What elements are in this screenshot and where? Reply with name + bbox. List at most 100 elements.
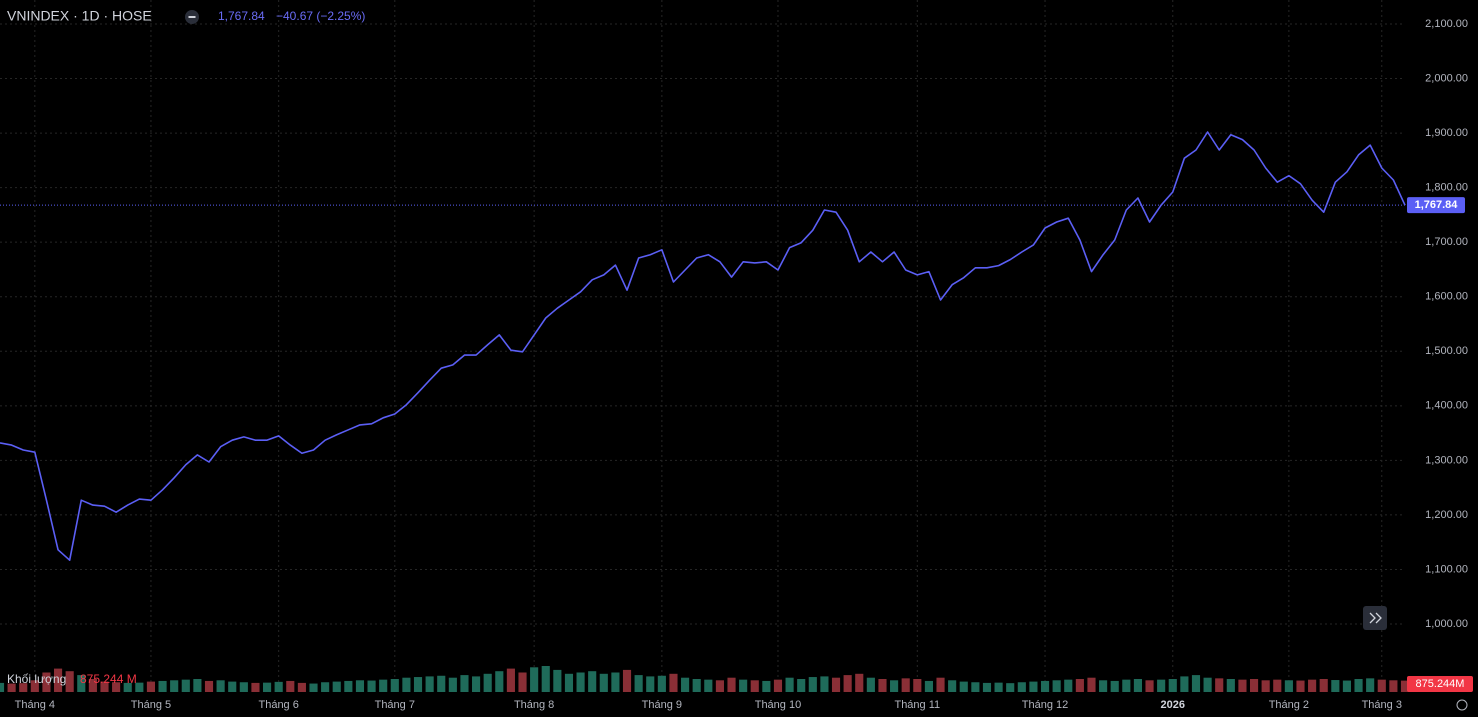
x-tick-label: Tháng 4 — [15, 699, 55, 711]
volume-bar — [681, 677, 690, 692]
volume-bar — [413, 677, 423, 692]
y-tick-label: 1,400.00 — [1425, 400, 1468, 412]
volume-bar — [30, 680, 39, 692]
price-change: −40.67 (−2.25%) — [276, 9, 365, 23]
volume-bar — [1133, 679, 1142, 692]
volume-bar — [715, 680, 724, 692]
volume-bar — [204, 680, 214, 692]
volume-bar — [553, 669, 562, 692]
volume-bar — [1203, 677, 1212, 692]
volume-bar — [379, 679, 388, 692]
volume-bar — [1075, 679, 1084, 692]
volume-bar — [112, 682, 121, 692]
y-tick-label: 1,800.00 — [1425, 182, 1468, 194]
volume-value: 875.244 M — [80, 672, 137, 686]
volume-bar — [274, 681, 283, 692]
volume-bar — [355, 680, 365, 692]
y-tick-label: 2,100.00 — [1425, 18, 1468, 30]
x-tick-label: 2026 — [1161, 699, 1185, 711]
volume-bar — [286, 680, 295, 692]
volume-bar — [1099, 680, 1108, 692]
volume-bar — [855, 673, 864, 692]
volume-bar — [808, 677, 817, 692]
y-tick-label: 1,200.00 — [1425, 509, 1468, 521]
y-tick-label: 2,000.00 — [1425, 72, 1468, 84]
last-price-badge — [1407, 197, 1465, 214]
volume-bar — [901, 678, 910, 692]
volume-bar — [1342, 680, 1352, 692]
y-tick-label: 1,500.00 — [1425, 345, 1468, 357]
volume-bar — [158, 680, 167, 692]
volume-bar — [1087, 677, 1096, 692]
volume-bar — [820, 676, 829, 692]
x-tick-label: Tháng 11 — [894, 699, 940, 711]
volume-bar — [913, 679, 922, 692]
volume-bar — [1191, 675, 1201, 692]
volume-bar — [959, 681, 968, 692]
volume-bar — [669, 673, 678, 692]
volume-bar — [1029, 681, 1038, 692]
volume-bar — [1238, 679, 1247, 692]
volume-bar — [367, 680, 376, 692]
volume-bar — [19, 683, 28, 692]
volume-bar — [657, 675, 666, 692]
volume-bar — [263, 682, 272, 692]
volume-bar — [181, 679, 190, 692]
volume-bar — [495, 671, 504, 692]
volume-bar — [123, 682, 132, 692]
x-tick-label: Tháng 10 — [755, 699, 801, 711]
volume-bar — [1122, 679, 1131, 692]
volume-bar — [7, 683, 16, 692]
volume-bar — [530, 667, 539, 692]
volume-bar — [518, 672, 527, 692]
volume-bar — [344, 680, 353, 692]
volume-bar — [309, 683, 318, 692]
x-tick-label: Tháng 2 — [1269, 699, 1309, 711]
volume-bar — [727, 677, 736, 692]
volume-bar — [390, 679, 399, 692]
volume-bar — [1040, 680, 1050, 692]
volume-bar — [216, 680, 225, 692]
volume-bar — [1249, 679, 1259, 692]
volume-bar — [1331, 680, 1340, 692]
volume-bar — [472, 676, 481, 692]
volume-bar — [88, 679, 97, 692]
volume-bar — [100, 681, 109, 692]
y-tick-label: 1,300.00 — [1425, 454, 1468, 466]
volume-bar — [994, 682, 1003, 692]
volume-bar — [437, 675, 446, 692]
x-tick-label: Tháng 8 — [514, 699, 554, 711]
volume-bar — [982, 682, 992, 692]
settings-button[interactable] — [1456, 699, 1468, 711]
volume-bar — [448, 677, 457, 692]
volume-bar — [704, 679, 713, 692]
volume-bar — [797, 679, 806, 692]
y-tick-label: 1,000.00 — [1425, 618, 1468, 630]
volume-bar — [843, 675, 852, 692]
volume-bar — [1284, 680, 1293, 692]
volume-bar — [321, 682, 330, 692]
volume-bar — [1157, 679, 1166, 692]
x-tick-label: Tháng 3 — [1362, 699, 1402, 711]
volume-bar — [576, 672, 585, 692]
volume-bar — [228, 681, 237, 692]
volume-bar — [646, 676, 655, 692]
volume-bar — [1400, 680, 1410, 692]
last-price-axis-label: 1,767.84 — [1415, 199, 1459, 211]
volume-bar — [53, 668, 63, 692]
x-tick-label: Tháng 12 — [1022, 699, 1068, 711]
volume-bar — [1319, 679, 1328, 692]
volume-bar — [297, 682, 306, 692]
volume-bar — [1064, 679, 1073, 692]
collapse-icon — [188, 16, 196, 18]
volume-bar — [1273, 679, 1282, 692]
volume-bar — [1017, 682, 1026, 692]
volume-bar — [506, 668, 515, 692]
volume-bar — [634, 675, 643, 692]
volume-bar — [1215, 678, 1224, 692]
y-tick-label: 1,600.00 — [1425, 291, 1468, 303]
volume-bar — [773, 679, 783, 692]
volume-bar — [402, 677, 411, 692]
volume-bar — [1180, 676, 1189, 692]
